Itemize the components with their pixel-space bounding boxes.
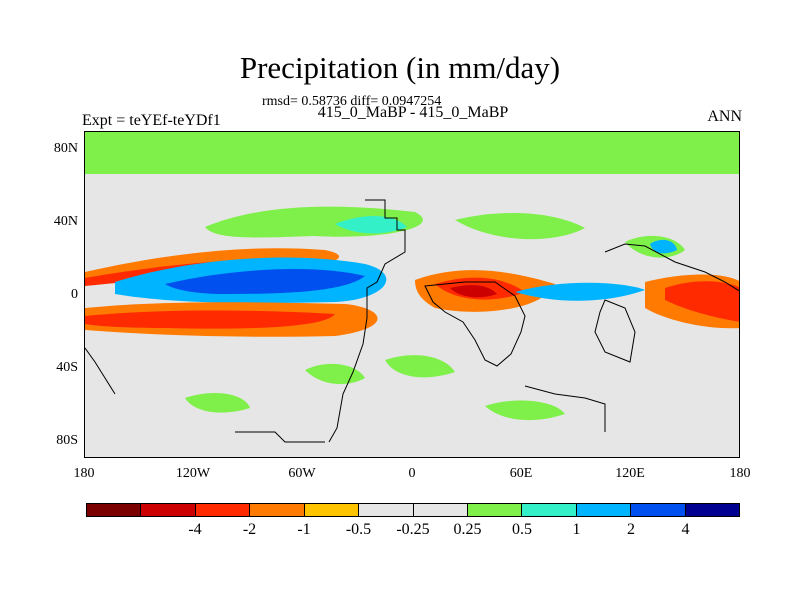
colorbar-box-6 (413, 504, 468, 516)
x-tick-60e: 60E (509, 466, 533, 481)
colorbar-label-0: -4 (188, 521, 202, 538)
x-tick-60w: 60W (288, 466, 316, 481)
colorbar (86, 503, 740, 517)
x-tick-180w: 180 (73, 466, 95, 481)
coastlines (85, 199, 739, 443)
colorbar-box-10 (631, 504, 686, 516)
colorbar-box-7 (467, 504, 523, 516)
colorbar-label-5: 0.25 (453, 521, 482, 538)
colorbar-box-2 (195, 504, 251, 516)
colorbar-box-0 (87, 504, 142, 516)
experiment-label: Expt = teYEf-teYDf1 (82, 112, 221, 129)
colorbar-box-1 (141, 504, 196, 516)
x-tick-180e: 180 (729, 466, 751, 481)
colorbar-label-6: 0.5 (512, 521, 532, 538)
colorbar-box-4 (304, 504, 360, 516)
colorbar-label-7: 1 (572, 521, 581, 538)
colorbar-box-8 (522, 504, 577, 516)
y-tick-80s: 80S (56, 433, 78, 448)
colorbar-label-9: 4 (681, 521, 690, 538)
y-tick-40n: 40N (53, 214, 78, 229)
stats-text: rmsd= 0.58736 diff= 0.0947254 (262, 94, 442, 109)
x-tick-0: 0 (408, 466, 416, 481)
colorbar-box-5 (359, 504, 414, 516)
colorbar-box-11 (685, 504, 740, 516)
y-tick-0: 0 (71, 287, 78, 302)
colorbar-label-4: -0.25 (396, 521, 430, 538)
x-tick-120w: 120W (175, 466, 211, 481)
season-label: ANN (707, 108, 742, 125)
map-canvas (85, 132, 739, 457)
colorbar-box-9 (576, 504, 632, 516)
colorbar-box-3 (250, 504, 305, 516)
plot-title: Precipitation (in mm/day) (239, 50, 561, 85)
colorbar-label-8: 2 (627, 521, 635, 538)
colorbar-label-2: -1 (297, 521, 311, 538)
x-tick-120e: 120E (615, 466, 645, 481)
plot-subtitle: 415_0_MaBP - 415_0_MaBP (317, 104, 509, 121)
y-tick-80n: 80N (53, 141, 78, 156)
colorbar-label-1: -2 (242, 521, 257, 538)
precipitation-map (84, 131, 740, 458)
colorbar-label-3: -0.5 (345, 521, 372, 538)
y-tick-40s: 40S (56, 360, 78, 375)
